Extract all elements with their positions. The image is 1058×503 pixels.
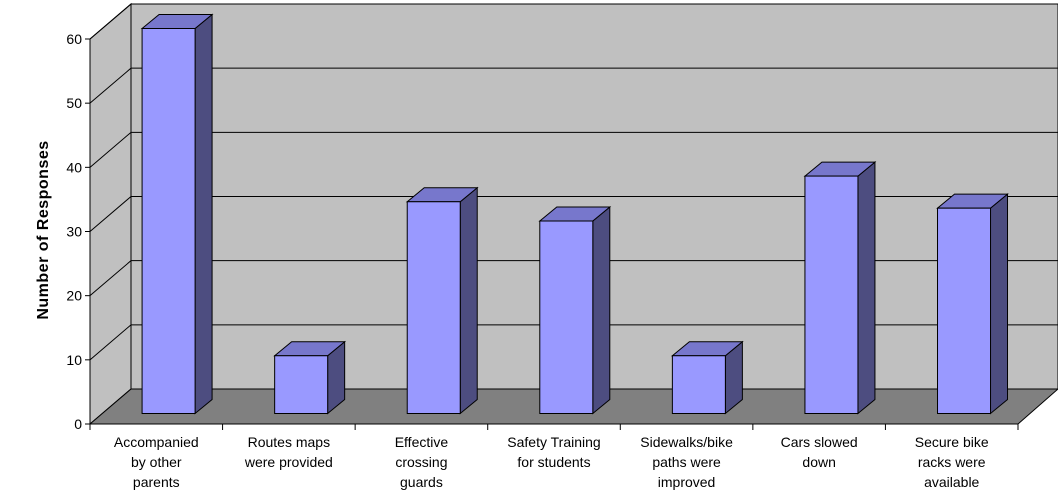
x-category-label-line: racks were [918, 454, 986, 470]
y-tick-label: 30 [66, 224, 82, 240]
y-tick-label: 50 [66, 95, 82, 111]
x-category-label-line: crossing [395, 454, 447, 470]
bar-side [857, 161, 876, 415]
bar-side [194, 13, 213, 415]
x-category-label-line: parents [133, 474, 180, 490]
x-category-label-line: Secure bike [915, 434, 989, 450]
bar-side [990, 193, 1009, 415]
x-category-labels: Accompanied by other parents Routes maps wer… [114, 434, 989, 490]
x-category-label-line: Cars slowed [781, 434, 858, 450]
gridlines [89, 3, 1058, 361]
gridline [89, 196, 1058, 232]
x-category-label-line: down [802, 454, 835, 470]
x-category-label-line: Safety Training [507, 434, 600, 450]
y-tick-label: 40 [66, 159, 82, 175]
x-category-label-line: Accompanied [114, 434, 199, 450]
gridline [89, 260, 1058, 297]
x-category-label: Effective crossing guards [395, 434, 449, 490]
x-category-label: Safety Training for students [507, 434, 600, 470]
bar-front [141, 28, 196, 414]
x-category-label-line: for students [517, 454, 590, 470]
y-tick-label: 0 [74, 416, 82, 432]
bar [538, 205, 612, 415]
bars [140, 13, 1009, 415]
y-axis-title: Number of Responses [35, 140, 52, 319]
x-category-label-line: available [924, 474, 979, 490]
bar-front [937, 207, 992, 414]
x-category-label: Routes maps were provided [244, 434, 333, 470]
x-category-label: Secure bike racks were available [915, 434, 989, 490]
bar-front [539, 220, 594, 414]
x-category-label-line: Routes maps [248, 434, 330, 450]
bar [405, 186, 479, 415]
bar-front [671, 355, 726, 414]
x-category-label-line: Sidewalks/bike [640, 434, 733, 450]
x-category-label-line: were provided [244, 454, 333, 470]
axes [85, 38, 1019, 430]
x-category-label-line: paths were [652, 454, 721, 470]
y-tick-label: 60 [66, 31, 82, 47]
y-tick-label: 20 [66, 288, 82, 304]
bar [140, 13, 214, 415]
x-category-label: Sidewalks/bike paths were improved [640, 434, 733, 490]
gridline [89, 67, 1058, 104]
x-category-label-line: guards [400, 474, 443, 490]
bar-front [274, 355, 329, 414]
y-tick-labels: 0 10 20 30 40 50 60 [66, 31, 82, 432]
x-category-label-line: improved [658, 474, 716, 490]
bar [670, 340, 744, 415]
bar-side [459, 186, 478, 415]
gridline [89, 324, 1058, 361]
x-category-label: Cars slowed down [781, 434, 858, 470]
gridline [89, 3, 1058, 40]
bar-side [592, 205, 611, 415]
bar [273, 340, 347, 415]
bar-front [804, 175, 859, 414]
x-category-label-line: Effective [395, 434, 449, 450]
bar [803, 161, 877, 415]
gridline [89, 131, 1058, 168]
y-tick-label: 10 [66, 352, 82, 368]
bar-front [406, 201, 461, 414]
bar [936, 193, 1009, 415]
x-category-label-line: by other [131, 454, 182, 470]
x-category-label: Accompanied by other parents [114, 434, 199, 490]
